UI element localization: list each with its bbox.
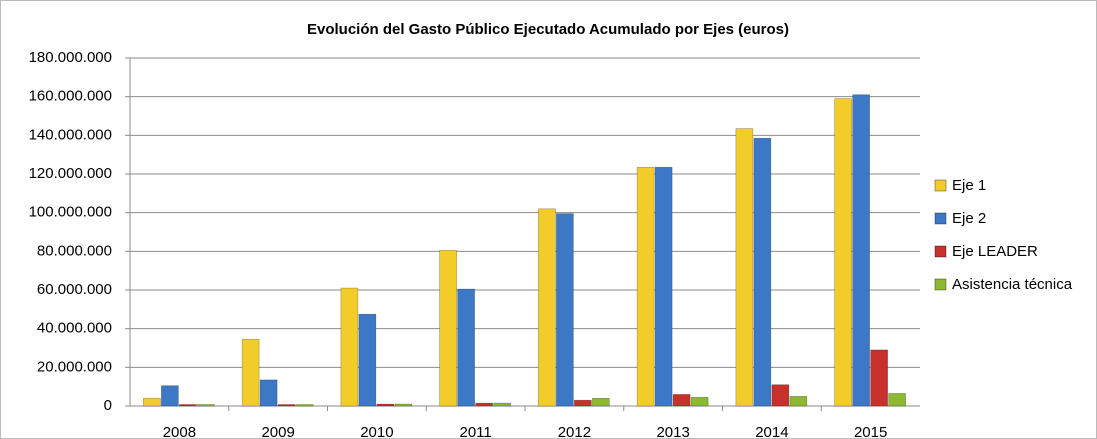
y-tick-label: 140.000.000 bbox=[29, 126, 112, 143]
bar bbox=[556, 213, 574, 407]
bar bbox=[277, 404, 296, 407]
x-tick-label: 2015 bbox=[854, 424, 887, 439]
legend-swatch bbox=[934, 179, 947, 192]
y-tick-label: 20.000.000 bbox=[37, 358, 112, 375]
y-tick-label: 160.000.000 bbox=[29, 88, 112, 105]
bar bbox=[376, 403, 395, 407]
x-tick-label: 2014 bbox=[755, 424, 788, 439]
y-tick-label: 180.000.000 bbox=[29, 49, 112, 66]
bar bbox=[852, 94, 870, 407]
bar bbox=[735, 128, 754, 407]
chart-title: Evolución del Gasto Público Ejecutado Ac… bbox=[307, 21, 789, 38]
legend-swatch bbox=[934, 278, 947, 291]
bar bbox=[789, 396, 808, 407]
bar bbox=[493, 402, 511, 407]
bar bbox=[574, 399, 592, 407]
y-tick-label: 100.000.000 bbox=[29, 204, 112, 221]
bar bbox=[654, 166, 673, 407]
bar bbox=[475, 402, 493, 407]
bar bbox=[457, 288, 475, 407]
bar bbox=[340, 287, 359, 407]
x-tick-label: 2012 bbox=[558, 424, 591, 439]
legend-label: Eje LEADER bbox=[952, 243, 1038, 260]
x-tick-label: 2009 bbox=[261, 424, 294, 439]
x-tick-label: 2010 bbox=[360, 424, 393, 439]
bar bbox=[538, 208, 556, 407]
bar bbox=[888, 393, 906, 407]
bar bbox=[771, 384, 790, 407]
y-tick-label: 60.000.000 bbox=[37, 281, 112, 298]
bar bbox=[753, 137, 772, 407]
bar bbox=[870, 349, 888, 407]
bar bbox=[358, 313, 377, 407]
bar bbox=[143, 397, 161, 407]
bar bbox=[259, 379, 278, 407]
bar bbox=[197, 404, 215, 407]
legend-swatch bbox=[934, 245, 947, 258]
x-tick-label: 2013 bbox=[656, 424, 689, 439]
bar bbox=[241, 338, 260, 407]
y-tick-label: 40.000.000 bbox=[37, 320, 112, 337]
bar bbox=[179, 404, 197, 407]
y-tick-label: 0 bbox=[104, 397, 112, 414]
legend-label: Asistencia técnica bbox=[952, 276, 1073, 293]
bar bbox=[690, 396, 709, 407]
x-tick-label: 2008 bbox=[163, 424, 196, 439]
legend-label: Eje 2 bbox=[952, 210, 986, 227]
bar bbox=[161, 385, 179, 407]
legend-swatch bbox=[934, 212, 947, 225]
bar bbox=[394, 403, 413, 407]
legend-label: Eje 1 bbox=[952, 177, 986, 194]
bar bbox=[295, 404, 314, 407]
bar bbox=[592, 397, 610, 407]
bar bbox=[636, 166, 655, 407]
bar bbox=[439, 250, 457, 407]
y-tick-label: 120.000.000 bbox=[29, 165, 112, 182]
y-tick-label: 80.000.000 bbox=[37, 242, 112, 259]
bar bbox=[672, 394, 691, 407]
bar bbox=[834, 98, 852, 407]
x-tick-label: 2011 bbox=[459, 424, 491, 439]
